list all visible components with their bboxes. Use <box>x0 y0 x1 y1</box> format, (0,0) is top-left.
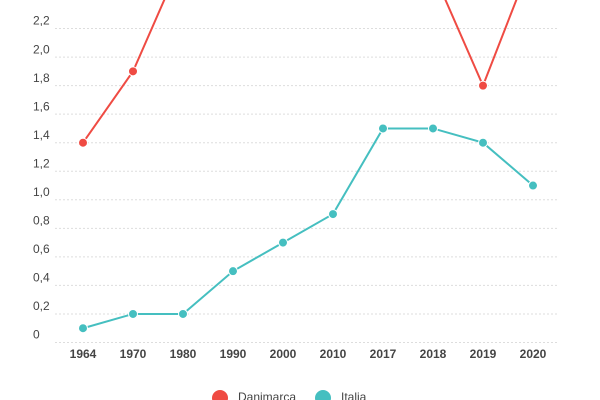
x-tick-label: 2017 <box>370 347 397 361</box>
data-point <box>528 180 538 191</box>
y-tick-label: 1,4 <box>33 128 50 142</box>
series-line <box>82 127 534 330</box>
data-point <box>78 323 88 334</box>
y-tick-label: 1,6 <box>33 99 50 113</box>
data-point <box>128 66 138 77</box>
legend-marker <box>315 390 331 400</box>
y-tick-label: 0,8 <box>33 214 50 228</box>
x-tick-label: 2000 <box>270 347 297 361</box>
series-line <box>82 0 518 144</box>
y-tick-label: 0,4 <box>33 271 50 285</box>
x-tick-label: 2018 <box>420 347 447 361</box>
data-point <box>428 123 438 134</box>
legend-marker <box>212 390 228 400</box>
data-point <box>278 237 288 248</box>
legend-label: Italia <box>341 390 367 400</box>
x-tick-label: 1990 <box>220 347 247 361</box>
data-point <box>378 123 388 134</box>
y-tick-label: 2,0 <box>33 42 50 56</box>
data-point <box>228 266 238 277</box>
x-tick-label: 2019 <box>470 347 497 361</box>
y-tick-label: 0 <box>33 328 40 342</box>
x-tick-label: 1964 <box>70 347 97 361</box>
legend-label: Danimarca <box>238 390 296 400</box>
y-tick-label: 1,8 <box>33 71 50 85</box>
x-tick-label: 2020 <box>520 347 547 361</box>
x-tick-label: 1980 <box>170 347 197 361</box>
y-tick-label: 2,2 <box>33 14 50 28</box>
y-tick-label: 1,0 <box>33 185 50 199</box>
data-point <box>128 308 138 319</box>
y-tick-label: 0,6 <box>33 242 50 256</box>
data-point <box>478 137 488 148</box>
data-point <box>178 308 188 319</box>
data-point <box>328 209 338 220</box>
x-tick-label: 2010 <box>320 347 347 361</box>
data-point <box>78 137 88 148</box>
y-tick-label: 1,2 <box>33 156 50 170</box>
data-point <box>478 80 488 91</box>
x-tick-label: 1970 <box>120 347 147 361</box>
y-tick-label: 0,2 <box>33 299 50 313</box>
